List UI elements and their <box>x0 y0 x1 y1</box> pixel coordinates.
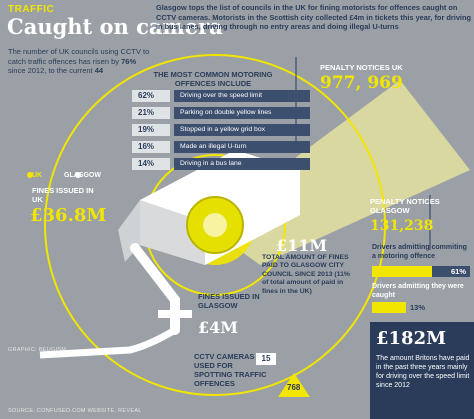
cctv-uk-marker <box>278 373 310 397</box>
offence-row: 14% Driving in a bus lane <box>132 158 312 170</box>
section-tag: TRAFFIC <box>8 4 55 15</box>
fines-glasgow-value: £4M <box>198 318 238 337</box>
offence-bar <box>174 90 310 102</box>
penalty-glasgow-label: PENALTY NOTICES GLASGOW <box>370 197 440 215</box>
offence-pct: 62% <box>132 90 170 102</box>
glasgow-total-text: TOTAL AMOUNT OF FINES PAID TO GLASGOW CI… <box>262 254 350 295</box>
fines-uk-label: FINES ISSUED IN UK <box>32 186 94 204</box>
offence-pct: 19% <box>132 124 170 136</box>
drivers-caught-track: 13% <box>372 302 470 313</box>
offence-pct: 14% <box>132 158 170 170</box>
graphic-credit: GRAPHIC: BEUGISM <box>8 347 67 353</box>
offence-row: 62% Driving over the speed limit <box>132 90 312 102</box>
legend-uk: UK <box>32 172 43 179</box>
amount-value: £182M <box>376 328 447 349</box>
fines-uk-value: £36.8M <box>30 205 107 226</box>
source-credit: SOURCE: CONFUSED.COM WEBSITE, REVEAL <box>8 408 142 414</box>
cctv-uk-count: 768 <box>287 383 301 392</box>
offence-label: Made an illegal U-turn <box>180 143 247 150</box>
camera-front <box>140 200 205 265</box>
intro-post: since 2012, to the current <box>8 66 95 75</box>
offence-label: Parking on double yellow lines <box>180 109 272 116</box>
drivers-caught-pct: 13% <box>410 303 426 312</box>
intro-count: 44 <box>94 66 104 75</box>
cctv-glasgow-count: 15 <box>256 353 276 365</box>
offences-title: THE MOST COMMON MOTORING OFFENCES INCLUD… <box>153 70 273 88</box>
offence-row: 19% Stopped in a yellow grid box <box>132 124 312 136</box>
legend-glasgow: GLASGOW <box>64 172 101 179</box>
amount-text: The amount Britons have paid in the past… <box>376 355 470 389</box>
drivers-admitting-bar <box>372 266 432 277</box>
amount-panel: £182M The amount Britons have paid in th… <box>370 322 474 419</box>
penalty-glasgow-value: 131,238 <box>370 218 434 234</box>
camera-pole <box>39 326 177 359</box>
offence-row: 16% Made an illegal U-turn <box>132 141 312 153</box>
offence-bar <box>174 141 310 153</box>
fines-glasgow-label: FINES ISSUED IN GLASGOW <box>198 292 260 310</box>
offence-label: Driving in a bus lane <box>180 160 242 167</box>
penalty-uk-value: 977, 969 <box>320 73 403 93</box>
arm-joint <box>158 310 192 318</box>
offence-bar <box>174 124 310 136</box>
drivers-admitting-track: 61% <box>372 266 470 277</box>
offence-row: 21% Parking on double yellow lines <box>132 107 312 119</box>
cctv-label: CCTV CAMERAS USED FOR SPOTTING TRAFFIC O… <box>194 352 267 388</box>
page-title: Caught on camera <box>7 14 223 39</box>
intro-text: The number of UK councils using CCTV to … <box>8 47 153 76</box>
offence-label: Driving over the speed limit <box>180 92 262 99</box>
offence-label: Stopped in a yellow grid box <box>180 126 266 133</box>
offence-pct: 16% <box>132 141 170 153</box>
intro-pct: 76% <box>121 56 137 66</box>
intro-pre: The number of UK councils using CCTV to … <box>8 47 150 66</box>
lens-center <box>203 213 227 237</box>
legend: UK GLASGOW <box>32 172 101 179</box>
offence-pct: 21% <box>132 107 170 119</box>
drivers-caught-bar <box>372 302 407 313</box>
lede-text: Glasgow tops the list of councils in the… <box>156 3 472 32</box>
offence-bar <box>174 107 310 119</box>
camera-arm <box>130 243 180 335</box>
outer-ring <box>44 54 386 396</box>
penalty-uk-label: PENALTY NOTICES UK <box>320 63 403 72</box>
glasgow-total-value: £11M <box>276 236 328 255</box>
drivers-admitting-label: Drivers admitting commiting a motoring o… <box>372 244 467 260</box>
drivers-caught-label: Drivers admitting they were caught <box>372 283 464 299</box>
drivers-admitting-pct: 61% <box>450 267 466 276</box>
offence-bar <box>174 158 310 170</box>
